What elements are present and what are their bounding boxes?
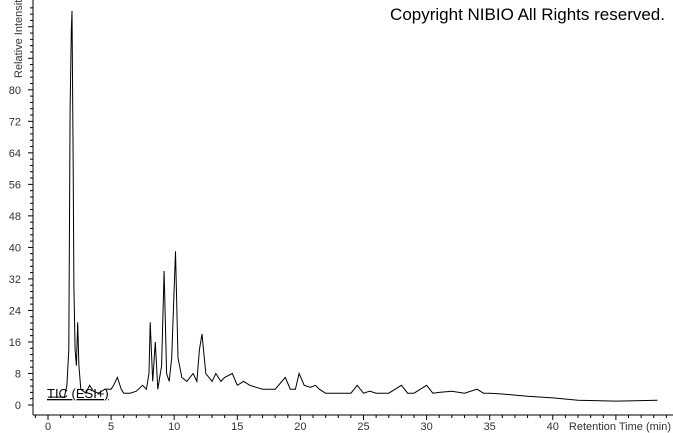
y-tick-label: 56 [9, 179, 21, 191]
x-axis-label: Retention Time (min) [569, 421, 671, 433]
y-tick-label: 80 [9, 85, 21, 97]
y-tick-label: 16 [9, 337, 21, 349]
y-tick-label: 48 [9, 211, 21, 223]
x-tick-label: 20 [294, 421, 306, 433]
y-tick-label: 64 [9, 148, 21, 160]
axes [32, 0, 673, 416]
y-axis-label: Relative Intensity [13, 0, 25, 78]
y-tick-label: 0 [15, 400, 21, 412]
x-tick-label: 40 [547, 421, 559, 433]
chart-title: Copyright NIBIO All Rights reserved. [390, 5, 665, 24]
x-tick-label: 25 [357, 421, 369, 433]
y-tick-label: 72 [9, 116, 21, 128]
x-ticks: 0 5 10 15 20 25 30 35 40 [34, 415, 667, 433]
x-tick-label: 5 [108, 421, 114, 433]
x-tick-label: 35 [484, 421, 496, 433]
x-tick-label: 10 [168, 421, 180, 433]
x-tick-label: 15 [231, 421, 243, 433]
x-tick-label: 30 [420, 421, 432, 433]
trace-annotation: TIC (ESI+) [47, 386, 109, 401]
y-tick-label: 32 [9, 274, 21, 286]
y-tick-label: 24 [9, 305, 21, 317]
x-tick-label: 0 [45, 421, 51, 433]
y-tick-label: 40 [9, 242, 21, 254]
y-ticks: 0 8 16 24 32 40 48 56 64 72 80 [9, 7, 33, 412]
tic-trace [48, 10, 658, 402]
y-tick-label: 8 [15, 368, 21, 380]
